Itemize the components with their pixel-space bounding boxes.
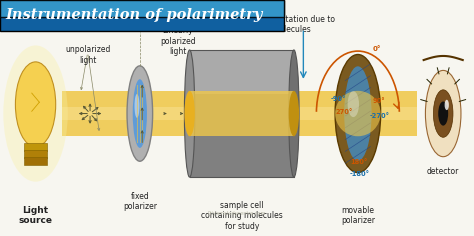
- Ellipse shape: [184, 50, 195, 177]
- Text: 180°: 180°: [351, 159, 368, 165]
- Ellipse shape: [445, 100, 449, 110]
- Ellipse shape: [335, 91, 381, 136]
- Text: -90°: -90°: [330, 96, 346, 102]
- Text: Priyamstudycentre.com: Priyamstudycentre.com: [208, 211, 266, 216]
- Text: fixed
polarizer: fixed polarizer: [123, 192, 157, 211]
- Bar: [62, 107, 417, 120]
- Ellipse shape: [335, 55, 381, 173]
- Ellipse shape: [344, 66, 372, 161]
- Bar: [62, 91, 417, 136]
- Text: detector: detector: [427, 167, 459, 176]
- Ellipse shape: [289, 50, 299, 177]
- Text: -180°: -180°: [349, 171, 369, 177]
- Bar: [190, 91, 294, 136]
- Text: 0°: 0°: [373, 46, 381, 52]
- Ellipse shape: [127, 66, 153, 161]
- Ellipse shape: [289, 91, 299, 136]
- Ellipse shape: [135, 94, 139, 118]
- Ellipse shape: [184, 91, 195, 136]
- Text: 270°: 270°: [336, 110, 353, 115]
- Bar: [190, 50, 294, 94]
- Text: Optical rotation due to
molecules: Optical rotation due to molecules: [248, 15, 335, 34]
- FancyBboxPatch shape: [0, 0, 284, 17]
- Bar: [190, 50, 294, 177]
- Text: movable
polarizer: movable polarizer: [341, 206, 375, 225]
- Text: unpolarized
light: unpolarized light: [65, 45, 110, 65]
- Text: sample cell
containing molecules
for study: sample cell containing molecules for stu…: [201, 201, 283, 231]
- Bar: [25, 157, 46, 165]
- Text: Instrumentation of polarimetry: Instrumentation of polarimetry: [6, 8, 263, 22]
- Ellipse shape: [133, 79, 147, 148]
- Ellipse shape: [433, 90, 453, 137]
- Text: Linearly
polarized
light: Linearly polarized light: [160, 26, 196, 56]
- Ellipse shape: [347, 91, 359, 117]
- Ellipse shape: [438, 101, 448, 126]
- Text: 90°: 90°: [373, 98, 385, 104]
- Text: -270°: -270°: [369, 113, 389, 119]
- FancyBboxPatch shape: [0, 0, 284, 31]
- Bar: [25, 143, 46, 151]
- Text: Light
source: Light source: [18, 206, 53, 225]
- Ellipse shape: [425, 70, 461, 157]
- Ellipse shape: [15, 62, 56, 147]
- Ellipse shape: [3, 45, 68, 182]
- Bar: [25, 150, 46, 158]
